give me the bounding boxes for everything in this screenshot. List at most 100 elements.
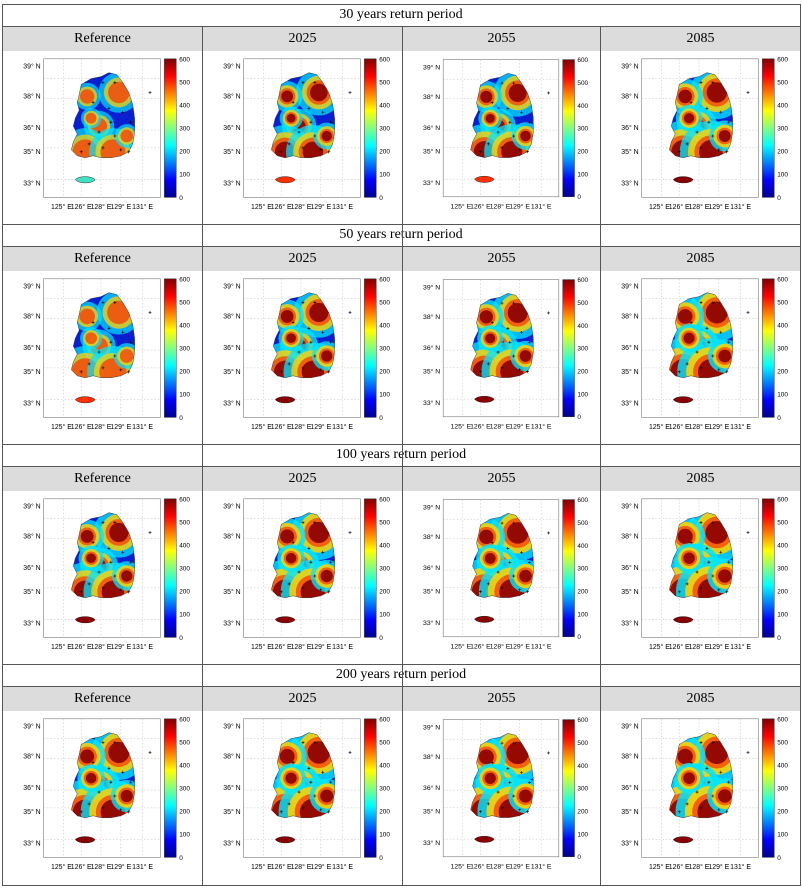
colorbar-tick-label: 400 bbox=[577, 323, 588, 330]
latitude-label: 33° N bbox=[423, 399, 440, 407]
latitude-label: 38° N bbox=[223, 752, 240, 760]
latitude-label: 38° N bbox=[621, 92, 638, 100]
station-marker bbox=[478, 150, 482, 154]
colorbar-tick-label: 200 bbox=[179, 369, 190, 376]
colorbar-tick-label: 600 bbox=[777, 276, 788, 283]
jeju-island bbox=[275, 616, 296, 624]
column-header: 2085 bbox=[601, 467, 800, 491]
latitude-label: 35° N bbox=[223, 368, 240, 376]
colorbar-tick-label: 400 bbox=[577, 543, 588, 550]
station-marker bbox=[313, 301, 317, 305]
map-frame bbox=[243, 498, 361, 638]
station-marker bbox=[520, 331, 524, 334]
longitude-label: 126° E bbox=[271, 423, 292, 431]
island-marker bbox=[746, 750, 750, 754]
colorbar-tick-label: 400 bbox=[379, 322, 390, 329]
latitude-label: 35° N bbox=[621, 368, 638, 376]
peninsula-outline bbox=[470, 513, 534, 598]
longitude-label: 131° E bbox=[531, 643, 552, 651]
station-marker bbox=[307, 766, 311, 770]
station-marker bbox=[685, 362, 689, 366]
colorbar bbox=[364, 498, 377, 638]
jeju-island bbox=[75, 176, 96, 184]
colorbar-tick-label: 600 bbox=[577, 497, 588, 504]
station-marker bbox=[496, 790, 500, 794]
colorbar-tick-label: 600 bbox=[379, 56, 390, 63]
peninsula-outline bbox=[669, 292, 733, 378]
longitude-label: 125° E bbox=[649, 863, 670, 871]
colorbar-tick-label: 0 bbox=[577, 634, 581, 641]
colorbar-tick-label: 300 bbox=[379, 566, 390, 573]
map-frame bbox=[442, 279, 560, 418]
column-header: Reference bbox=[3, 467, 202, 491]
longitude-label: 126° E bbox=[470, 643, 491, 651]
station-marker bbox=[689, 760, 693, 764]
colorbar bbox=[762, 718, 775, 858]
jeju-island bbox=[75, 616, 96, 624]
station-marker bbox=[478, 370, 482, 374]
colorbar-tick-label: 500 bbox=[777, 79, 788, 86]
longitude-label: 129° E bbox=[110, 863, 131, 871]
station-marker bbox=[307, 546, 311, 550]
longitude-label: 131° E bbox=[730, 643, 751, 651]
longitude-label: 128° E bbox=[91, 423, 112, 431]
longitude-label: 125° E bbox=[451, 643, 472, 651]
colorbar-tick-label: 400 bbox=[577, 103, 588, 110]
station-marker bbox=[727, 340, 731, 344]
island-marker bbox=[348, 750, 352, 754]
station-marker bbox=[677, 590, 681, 594]
station-marker bbox=[478, 590, 482, 594]
frame-bottom bbox=[2, 885, 800, 886]
longitude-label: 125° E bbox=[51, 643, 72, 651]
station-marker bbox=[113, 301, 117, 305]
column-rule bbox=[600, 26, 601, 886]
colorbar-tick-label: 100 bbox=[777, 832, 788, 839]
longitude-label: 125° E bbox=[251, 423, 272, 431]
colorbar-tick-label: 300 bbox=[577, 126, 588, 133]
latitude-label: 36° N bbox=[621, 784, 638, 792]
precipitation-field bbox=[271, 732, 335, 818]
longitude-label: 126° E bbox=[470, 863, 491, 871]
colorbar-tick-label: 200 bbox=[379, 809, 390, 816]
longitude-label: 129° E bbox=[509, 863, 530, 871]
station-marker bbox=[512, 741, 516, 745]
station-marker bbox=[301, 741, 305, 745]
station-marker bbox=[695, 570, 699, 574]
colorbar bbox=[762, 58, 775, 198]
station-marker bbox=[525, 370, 529, 374]
station-marker bbox=[101, 521, 105, 525]
latitude-label: 36° N bbox=[23, 124, 40, 132]
station-marker bbox=[87, 142, 91, 146]
map-panel: 39° N 38° N 36° N 35° N 33° N 125° E 126° E 128… bbox=[4, 272, 200, 442]
section-title: 100 years return period bbox=[335, 447, 467, 462]
longitude-label: 128° E bbox=[91, 643, 112, 651]
colorbar-tick-label: 100 bbox=[777, 172, 788, 179]
station-marker bbox=[329, 780, 333, 784]
colorbar-tick-label: 100 bbox=[777, 392, 788, 399]
latitude-label: 33° N bbox=[621, 840, 638, 848]
colorbar-tick-label: 400 bbox=[179, 102, 190, 109]
station-marker bbox=[525, 590, 529, 594]
station-marker bbox=[689, 320, 693, 324]
station-marker bbox=[685, 582, 689, 586]
latitude-label: 38° N bbox=[223, 92, 240, 100]
colorbar-tick-label: 100 bbox=[179, 392, 190, 399]
colorbar-tick-label: 100 bbox=[577, 831, 588, 838]
colorbar-tick-label: 200 bbox=[179, 149, 190, 156]
peninsula-outline bbox=[271, 292, 335, 378]
station-marker bbox=[321, 770, 325, 774]
section-title-rule bbox=[2, 246, 800, 247]
colorbar-tick-label: 200 bbox=[577, 368, 588, 375]
colorbar-tick-label: 200 bbox=[379, 149, 390, 156]
longitude-label: 126° E bbox=[71, 643, 92, 651]
station-marker bbox=[486, 142, 490, 146]
station-marker bbox=[518, 148, 522, 152]
longitude-label: 125° E bbox=[451, 203, 472, 211]
station-marker bbox=[87, 362, 91, 366]
precipitation-field bbox=[271, 72, 335, 158]
latitude-label: 38° N bbox=[423, 313, 440, 321]
colorbar-tick-label: 500 bbox=[379, 299, 390, 306]
longitude-label: 128° E bbox=[490, 643, 511, 651]
latitude-label: 36° N bbox=[223, 564, 240, 572]
station-marker bbox=[327, 810, 331, 814]
